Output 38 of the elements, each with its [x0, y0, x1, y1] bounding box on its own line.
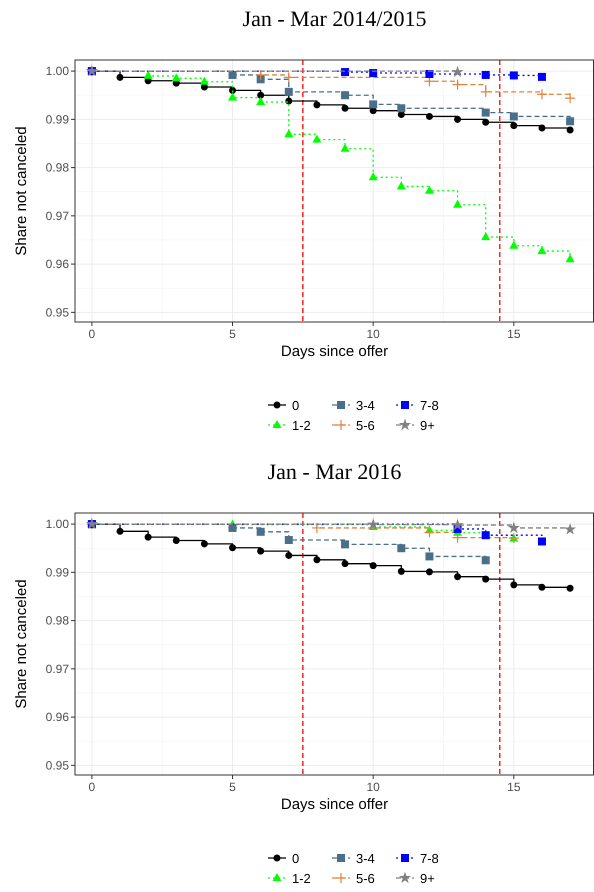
- y-tick-label: 0.98: [46, 614, 70, 628]
- y-tick-label: 0.95: [46, 305, 70, 320]
- x-axis-title: Days since offer: [280, 343, 388, 360]
- y-tick-label: 0.96: [46, 257, 70, 272]
- legend-label: 7-8: [420, 851, 439, 866]
- legend-label: 5-6: [356, 418, 375, 433]
- legend-label: 9+: [420, 871, 435, 886]
- y-tick-label: 0.97: [46, 208, 70, 223]
- legend-label: 5-6: [356, 871, 375, 886]
- y-tick-label: 1.00: [46, 64, 70, 78]
- y-axis-title: Share not canceled: [13, 126, 30, 256]
- legend-label: 3-4: [356, 851, 375, 866]
- y-tick-label: 0.95: [46, 758, 70, 772]
- x-tick-label: 5: [229, 780, 236, 794]
- legend-label: 9+: [420, 418, 435, 433]
- legend-label: 3-4: [356, 398, 375, 413]
- legend-label: 7-8: [420, 398, 439, 413]
- y-tick-label: 0.97: [46, 662, 70, 676]
- x-tick-label: 10: [366, 327, 380, 341]
- y-tick-label: 0.99: [46, 565, 70, 580]
- y-tick-label: 0.98: [46, 160, 70, 175]
- chart-title: Jan - Mar 2014/2015: [242, 6, 426, 31]
- x-tick-label: 0: [88, 327, 96, 341]
- legend-label: 0: [292, 398, 300, 413]
- y-axis-title: Share not canceled: [13, 579, 30, 709]
- x-axis-title: Days since offer: [280, 796, 388, 813]
- x-tick-label: 15: [507, 327, 521, 341]
- x-tick-label: 0: [88, 780, 96, 794]
- legend-label: 1-2: [292, 418, 311, 433]
- legend-label: 0: [292, 851, 300, 866]
- x-tick-label: 15: [507, 780, 521, 794]
- x-tick-label: 5: [229, 327, 236, 341]
- chart-title: Jan - Mar 2016: [268, 459, 402, 484]
- y-tick-label: 1.00: [46, 517, 70, 532]
- x-tick-label: 10: [366, 780, 380, 794]
- y-tick-label: 0.99: [46, 112, 70, 126]
- legend-label: 1-2: [292, 871, 311, 886]
- y-tick-label: 0.96: [46, 710, 70, 724]
